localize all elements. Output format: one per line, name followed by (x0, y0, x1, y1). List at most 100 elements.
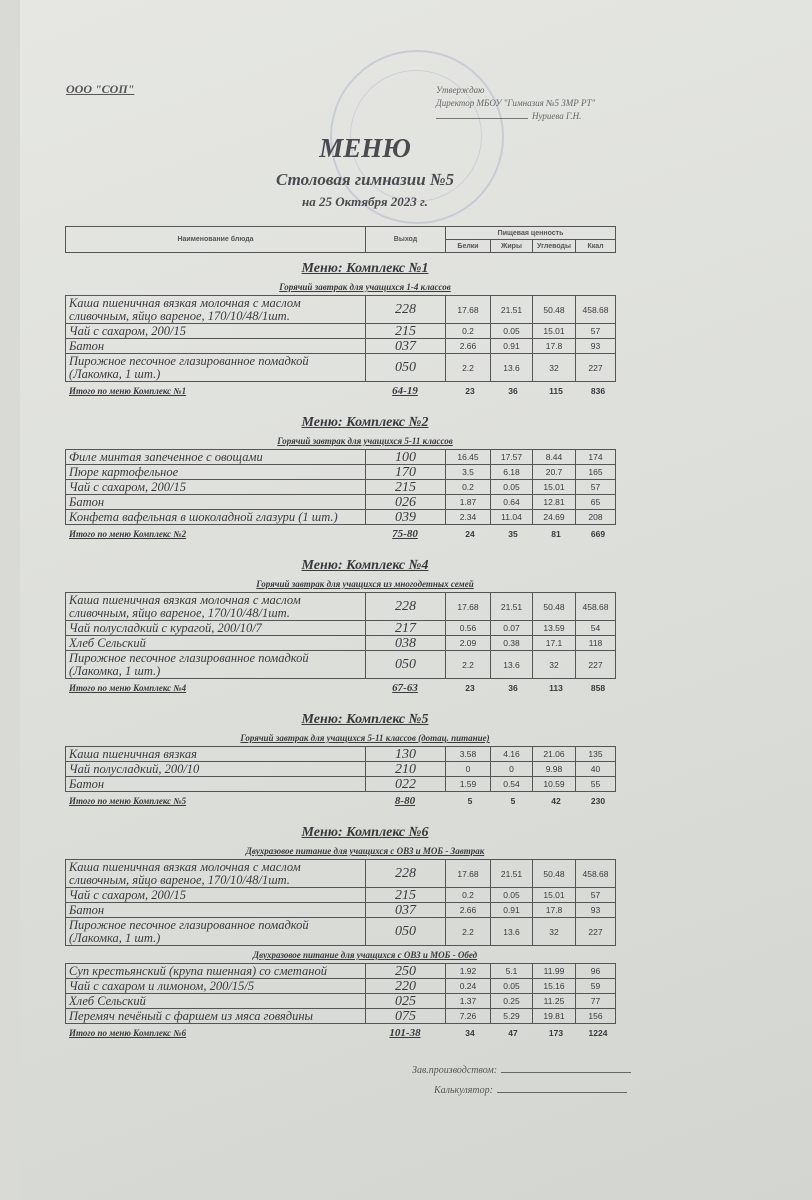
dish-name: Каша пшеничная вязкая (65, 746, 366, 762)
section-subtitle: Горячий завтрак для учащихся 1-4 классов (279, 282, 451, 292)
dish-name: Батон (65, 902, 366, 918)
section-title: Меню: Комплекс №4 (301, 558, 429, 573)
fat: 21.51 (490, 592, 533, 621)
carbs: 24.69 (532, 509, 576, 525)
col-fat: Жиры (490, 239, 533, 253)
fat: 0 (490, 761, 533, 777)
carbs: 10.59 (532, 776, 576, 792)
carbs: 32 (532, 650, 576, 679)
kcal: 227 (575, 353, 616, 382)
fat: 0.05 (490, 887, 533, 903)
dish-name: Хлеб Сельский (65, 635, 366, 651)
signature-line (436, 118, 528, 119)
signature-line (501, 1072, 632, 1073)
total-kcal: 669 (590, 529, 606, 539)
dish-name: Конфета вафельная в шоколадной глазури (… (65, 509, 366, 525)
kcal: 208 (575, 509, 616, 525)
fat: 13.6 (490, 650, 533, 679)
protein: 17.68 (445, 859, 491, 888)
dish-name: Каша пшеничная вязкая молочная с маслом … (65, 592, 366, 621)
calculator-signature: Калькулятор: (434, 1084, 812, 1098)
carbs: 13.59 (532, 620, 576, 636)
fat: 0.05 (490, 978, 533, 994)
total-kcal: 858 (590, 683, 606, 693)
section-title: Меню: Комплекс №6 (301, 825, 429, 840)
total-price: 67-63 (392, 682, 418, 694)
total-fat: 35 (508, 529, 518, 539)
carbs: 15.01 (532, 479, 576, 495)
protein: 1.37 (445, 993, 491, 1009)
dish-yield: 210 (365, 761, 446, 777)
kcal: 57 (575, 479, 616, 495)
dish-yield: 025 (365, 993, 446, 1009)
col-nutrition: Пищевая ценность (444, 226, 617, 240)
kcal: 77 (575, 993, 616, 1009)
protein: 17.68 (445, 592, 491, 621)
kcal: 96 (575, 963, 616, 979)
total-label: Итого по меню Комплекс №4 (69, 683, 187, 693)
dish-name: Филе минтая запеченное с овощами (65, 449, 366, 465)
page-title: МЕНЮ (319, 133, 411, 163)
protein: 7.26 (445, 1008, 491, 1024)
fat: 0.07 (490, 620, 533, 636)
table-row: Батон 037 2.66 0.91 17.8 93 (65, 902, 616, 918)
protein: 0.2 (445, 887, 491, 903)
section-subtitle: Двухразовое питание для учащихся с ОВЗ и… (245, 846, 485, 856)
total-price: 101-38 (389, 1027, 421, 1039)
total-protein: 23 (465, 386, 475, 396)
table-row: Чай с сахаром, 200/15 215 0.2 0.05 15.01 57 (65, 887, 616, 903)
dish-yield: 228 (365, 295, 446, 324)
dish-yield: 037 (365, 902, 446, 918)
dish-name: Пирожное песочное глазированное помадкой… (65, 917, 366, 946)
fat: 5.29 (490, 1008, 533, 1024)
carbs: 8.44 (532, 449, 576, 465)
total-carbs: 115 (549, 386, 563, 396)
section-total: Итого по меню Комплекс №4 67-63 23 36 113 858 (65, 682, 625, 697)
total-protein: 24 (465, 529, 475, 539)
carbs: 17.8 (532, 338, 576, 354)
page-subtitle: Столовая гимназии №5 (275, 170, 455, 189)
protein: 2.2 (445, 650, 491, 679)
protein: 2.66 (445, 338, 491, 354)
section-title: Меню: Комплекс №2 (301, 415, 429, 430)
dish-yield: 037 (365, 338, 446, 354)
table-row: Хлеб Сельский 025 1.37 0.25 11.25 77 (65, 993, 616, 1009)
fat: 13.6 (490, 353, 533, 382)
dish-yield: 228 (365, 859, 446, 888)
table-row: Пюре картофельное 170 3.5 6.18 20.7 165 (65, 464, 616, 480)
total-price: 75-80 (392, 528, 418, 540)
dish-yield: 039 (365, 509, 446, 525)
kcal: 227 (575, 917, 616, 946)
dish-name: Хлеб Сельский (65, 993, 366, 1009)
protein: 0.24 (445, 978, 491, 994)
protein: 0.2 (445, 323, 491, 339)
carbs: 50.48 (532, 859, 576, 888)
total-carbs: 173 (548, 1028, 564, 1038)
dish-name: Пирожное песочное глазированное помадкой… (65, 353, 366, 382)
total-carbs: 81 (551, 529, 561, 539)
table-row: Батон 022 1.59 0.54 10.59 55 (65, 776, 616, 792)
kcal: 57 (575, 323, 616, 339)
calculator-label: Калькулятор: (434, 1085, 493, 1096)
section-total: Итого по меню Комплекс №5 8-80 5 5 42 230 (65, 795, 625, 810)
total-protein: 5 (467, 796, 473, 806)
dish-yield: 228 (365, 592, 446, 621)
col-kcal: Ккал (574, 239, 617, 253)
fat: 0.05 (490, 479, 533, 495)
carbs: 50.48 (532, 592, 576, 621)
menu-table: Суп крестьянский (крупа пшенная) со смет… (65, 963, 616, 1024)
dish-yield: 038 (365, 635, 446, 651)
production-head-label: Зав.производством: (412, 1065, 498, 1076)
section-subtitle: Горячий завтрак для учащихся 5-11 классо… (240, 733, 490, 743)
approval-label: Утверждаю (436, 85, 485, 95)
kcal: 57 (575, 887, 616, 903)
approval-name: Нуриева Г.Н. (532, 111, 582, 121)
menu-sections: Меню: Комплекс №1 Горячий завтрак для уча… (0, 258, 812, 1104)
section-total: Итого по меню Комплекс №6 101-38 34 47 173 12… (65, 1027, 625, 1042)
dish-name: Чай полусладкий, 200/10 (65, 761, 366, 777)
kcal: 54 (575, 620, 616, 636)
fat: 0.38 (490, 635, 533, 651)
fat: 21.51 (490, 295, 533, 324)
section-subtitle: Двухразовое питание для учащихся с ОВЗ и… (252, 950, 478, 960)
dish-yield: 026 (365, 494, 446, 510)
